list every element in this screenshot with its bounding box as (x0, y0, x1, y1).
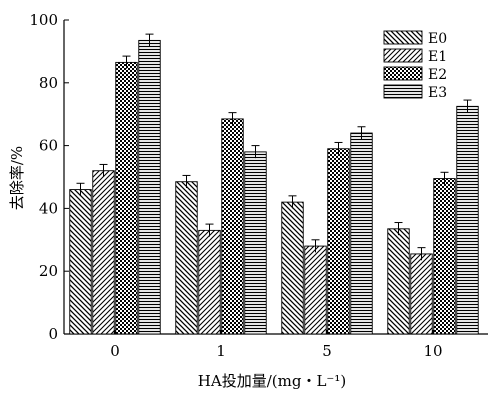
bar-E0-1 (175, 181, 198, 335)
bar-E2-10 (433, 178, 456, 335)
bar-E0-0 (69, 189, 92, 335)
bar-E1-10 (410, 253, 433, 335)
bar-E2-5 (327, 148, 350, 335)
x-tick-label: 10 (423, 342, 442, 360)
legend-swatch-E0 (383, 30, 423, 45)
bar-E3-1 (244, 151, 267, 335)
legend-label-E0: E0 (428, 31, 447, 47)
legend-swatch-E1 (383, 48, 423, 63)
bar-E1-1 (198, 229, 221, 335)
legend-label-E3: E3 (428, 85, 447, 101)
bar-E0-5 (281, 201, 304, 335)
legend-swatch-E2 (383, 66, 423, 81)
bar-E2-1 (221, 118, 244, 335)
y-tick-label: 20 (39, 262, 58, 280)
x-tick-label: 0 (110, 342, 120, 360)
x-tick-label: 5 (322, 342, 332, 360)
x-axis-label: HA投加量/(mg・L⁻¹) (198, 372, 346, 390)
bar-E2-0 (115, 61, 138, 335)
bar-E3-10 (456, 105, 479, 335)
bar-E1-5 (304, 245, 327, 335)
y-tick-label: 60 (39, 137, 58, 155)
y-tick-label: 40 (39, 199, 58, 217)
bar-E1-0 (92, 170, 115, 335)
legend-label-E1: E1 (428, 49, 447, 65)
y-axis-label: 去除率/% (8, 146, 26, 210)
bar-E3-5 (350, 132, 373, 335)
y-tick-label: 100 (29, 11, 58, 29)
bar-E0-10 (387, 228, 410, 335)
bar-E3-0 (138, 39, 161, 335)
legend-swatch-E3 (383, 84, 423, 99)
legend-label-E2: E2 (428, 67, 447, 83)
y-tick-label: 0 (48, 325, 58, 343)
y-tick-label: 80 (39, 74, 58, 92)
x-tick-label: 1 (216, 342, 226, 360)
